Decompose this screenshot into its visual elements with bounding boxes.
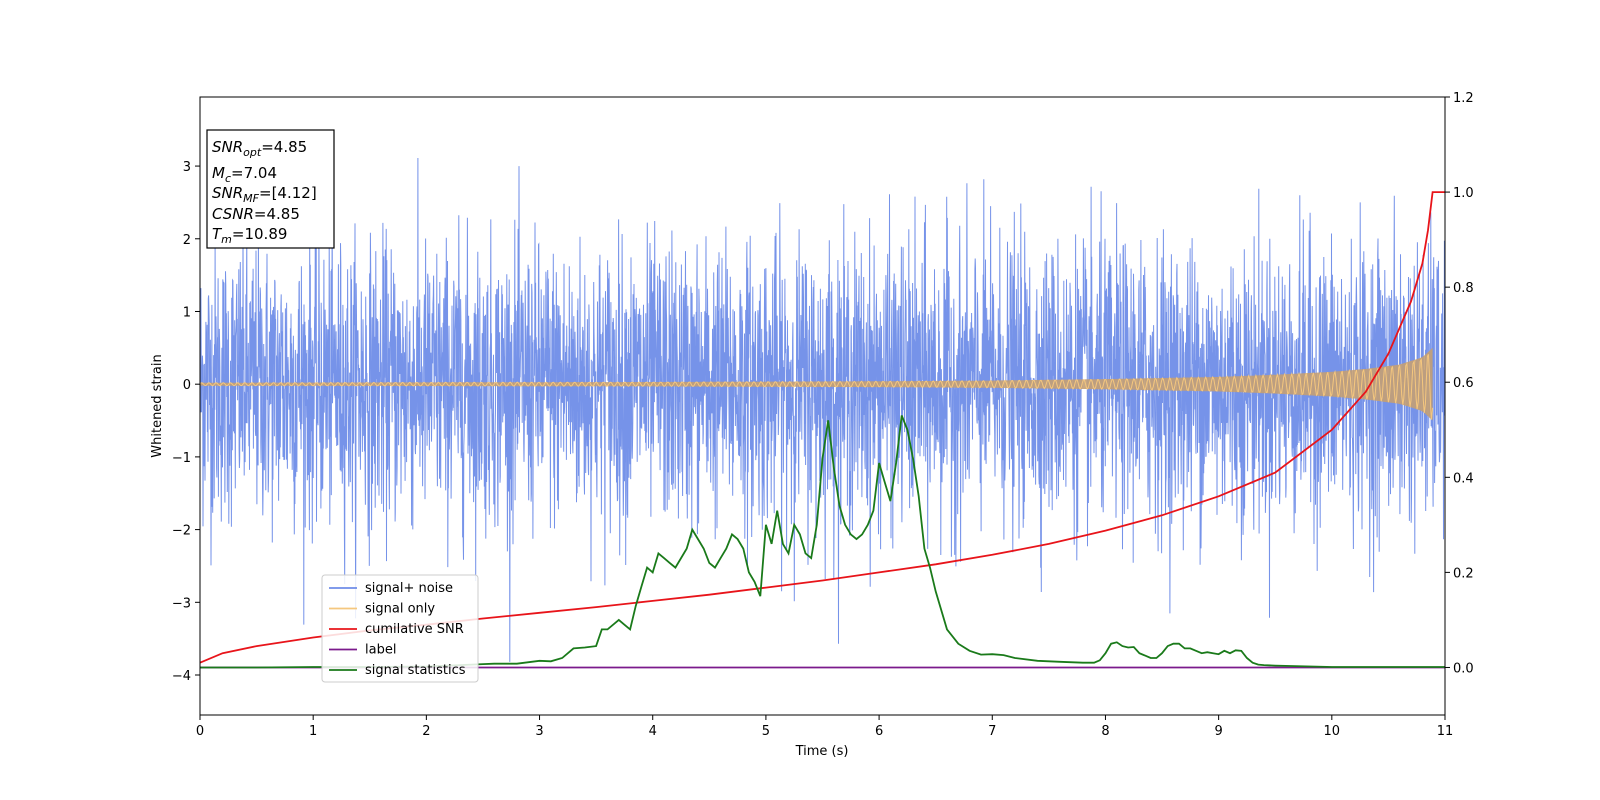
legend-label: label [365,643,396,658]
x-axis: 0 1 2 3 4 5 6 7 8 9 10 11 [196,715,1453,739]
y-axis-left: 3 2 1 0 −1 −2 −3 −4 [172,160,200,684]
y-axis-right: 1.2 1.0 0.8 0.6 0.4 0.2 0.0 [1445,91,1474,676]
legend-item: signal+ noise [329,581,453,596]
x-tick-label: 8 [1101,724,1109,739]
info-snr-opt: SNRopt=4.85 [212,138,307,159]
x-tick-label: 5 [762,724,770,739]
x-tick-label: 4 [649,724,657,739]
x-tick-label: 3 [535,724,543,739]
legend-label: signal only [365,602,435,617]
x-tick-label: 7 [988,724,996,739]
x-tick-label: 1 [309,724,317,739]
y2-tick-label: 0.0 [1453,661,1474,676]
x-tick-label: 10 [1324,724,1341,739]
y-tick-label: −2 [172,524,191,539]
y-tick-label: −3 [172,596,191,611]
y2-tick-label: 0.8 [1453,281,1474,296]
x-tick-label: 9 [1214,724,1222,739]
y2-tick-label: 0.4 [1453,471,1474,486]
y-tick-label: −1 [172,451,191,466]
x-tick-label: 2 [422,724,430,739]
legend-item: label [329,643,396,658]
info-snr-mf: SNRMF=[4.12] [212,184,317,205]
x-tick-label: 0 [196,724,204,739]
plot-frame [199,96,1446,716]
series-signal-only-line [200,354,1434,420]
y2-tick-label: 1.2 [1453,91,1474,106]
y-tick-label: 2 [183,233,191,248]
y-tick-label: 1 [183,305,191,320]
y-tick-label: −4 [172,669,191,684]
y2-tick-label: 0.6 [1453,376,1474,391]
x-tick-label: 11 [1437,724,1454,739]
legend: signal+ noise signal only cumilative SNR la… [321,574,479,683]
info-box: SNRopt=4.85 Mc=7.04 SNRMF=[4.12] CSNR=4.… [206,129,335,249]
legend-label: cumilative SNR [365,622,464,637]
y2-tick-label: 1.0 [1453,186,1474,201]
y-tick-label: 0 [183,378,191,393]
info-csnr: CSNR=4.85 [212,205,300,223]
series-signal-statistics-line [200,415,1445,669]
y-axis-label: Whitened strain [150,354,165,457]
info-mc: Mc=7.04 [212,164,277,185]
x-tick-label: 6 [875,724,883,739]
legend-item: signal only [329,602,435,617]
y-tick-label: 3 [183,160,191,175]
y2-tick-label: 0.2 [1453,566,1474,581]
legend-label: signal+ noise [365,581,453,596]
legend-item: cumilative SNR [329,622,464,637]
legend-item: signal statistics [329,663,466,678]
info-tm: Tm=10.89 [212,225,287,246]
legend-label: signal statistics [365,663,466,678]
x-axis-label: Time (s) [795,744,849,759]
